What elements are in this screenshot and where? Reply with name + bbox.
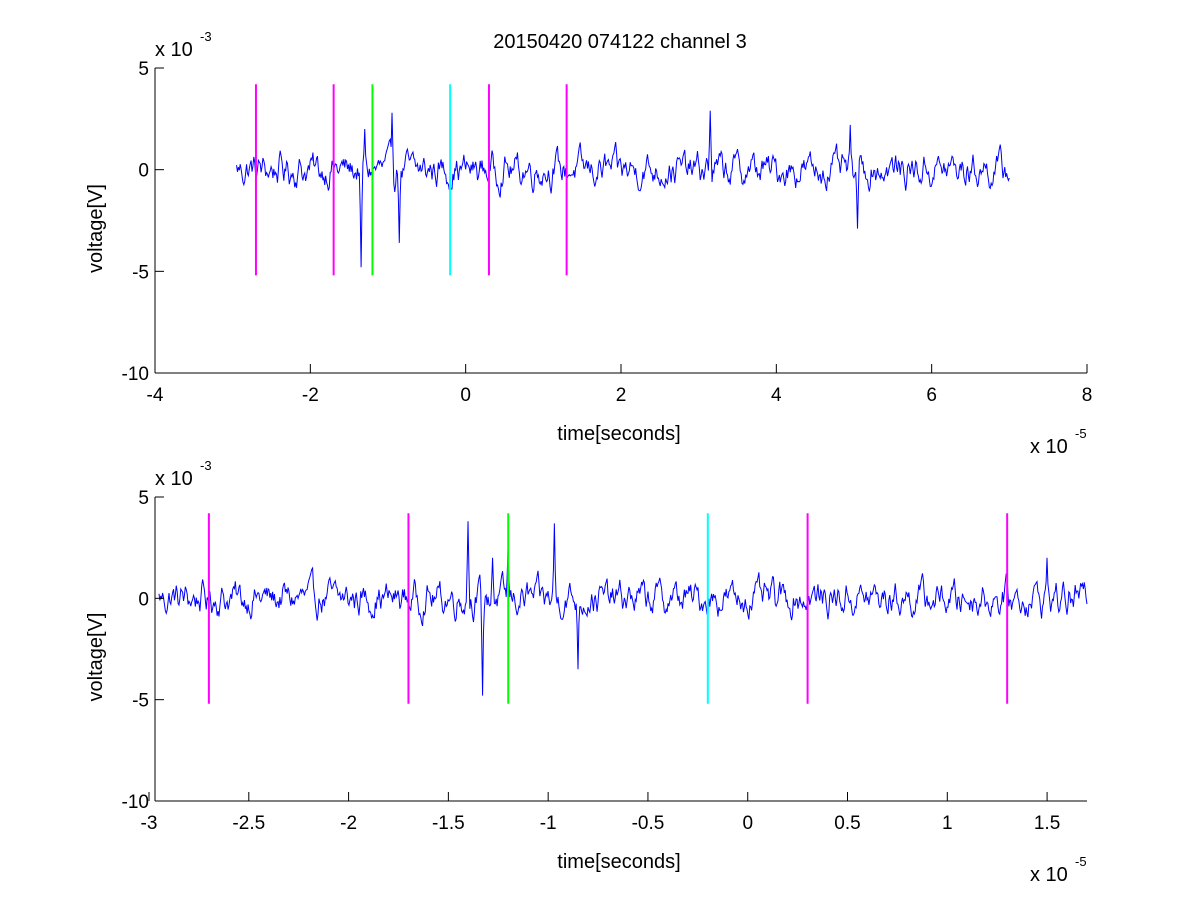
x-axis-multiplier: x 10 xyxy=(1030,864,1068,886)
y-tick-label: 5 xyxy=(138,59,149,80)
x-axis-multiplier-power: -5 xyxy=(1075,854,1087,869)
x-axis-label: time[seconds] xyxy=(557,851,680,873)
x-tick-label: 0 xyxy=(460,385,471,406)
y-tick-label: 5 xyxy=(138,488,149,509)
x-tick-label: 4 xyxy=(771,385,782,406)
x-axis-multiplier-power: -5 xyxy=(1075,426,1087,441)
x-axis-label: time[seconds] xyxy=(557,423,680,445)
signal-trace xyxy=(158,521,1088,696)
top-panel: -4 -2 0 2 4 6 8 -10 -5 0 5 time[seconds] voltage[V] x… xyxy=(85,29,1092,458)
y-axis-label: voltage[V] xyxy=(85,184,107,273)
x-tick-label: 1.5 xyxy=(1034,813,1060,834)
x-tick-label: 0.5 xyxy=(834,813,860,834)
x-tick-label: 2 xyxy=(616,385,627,406)
y-tick-label: 0 xyxy=(138,161,149,182)
y-axis-multiplier: x 10 xyxy=(155,468,193,490)
x-tick-label: -0.5 xyxy=(632,813,665,834)
figure-title: 20150420 074122 channel 3 xyxy=(493,31,747,53)
x-tick-label: 0 xyxy=(742,813,753,834)
x-tick-label: -1.5 xyxy=(432,813,465,834)
x-tick-label: -1 xyxy=(540,813,557,834)
x-tick-label: 8 xyxy=(1082,385,1093,406)
y-tick-label: 0 xyxy=(138,589,149,610)
x-axis-multiplier: x 10 xyxy=(1030,436,1068,458)
x-tick-label: -4 xyxy=(147,385,164,406)
x-tick-label: -2.5 xyxy=(232,813,265,834)
x-tick-label: -2 xyxy=(302,385,319,406)
y-axis-multiplier: x 10 xyxy=(155,39,193,61)
y-tick-label: -10 xyxy=(122,792,149,813)
y-axis-multiplier-power: -3 xyxy=(200,458,212,473)
y-axis-multiplier-power: -3 xyxy=(200,29,212,44)
bottom-panel: -3 -2.5 -2 -1.5 -1 -0.5 0 0.5 1 1.5 -10 -5 0 5 time[se… xyxy=(85,458,1088,886)
x-tick-label: 6 xyxy=(926,385,937,406)
x-tick-label: -2 xyxy=(340,813,357,834)
y-tick-label: -10 xyxy=(122,364,149,385)
y-tick-label: -5 xyxy=(132,262,149,283)
signal-trace xyxy=(236,110,1010,268)
y-axis-label: voltage[V] xyxy=(85,613,107,702)
x-tick-label: -3 xyxy=(141,813,158,834)
y-tick-label: -5 xyxy=(132,691,149,712)
x-tick-label: 1 xyxy=(942,813,953,834)
